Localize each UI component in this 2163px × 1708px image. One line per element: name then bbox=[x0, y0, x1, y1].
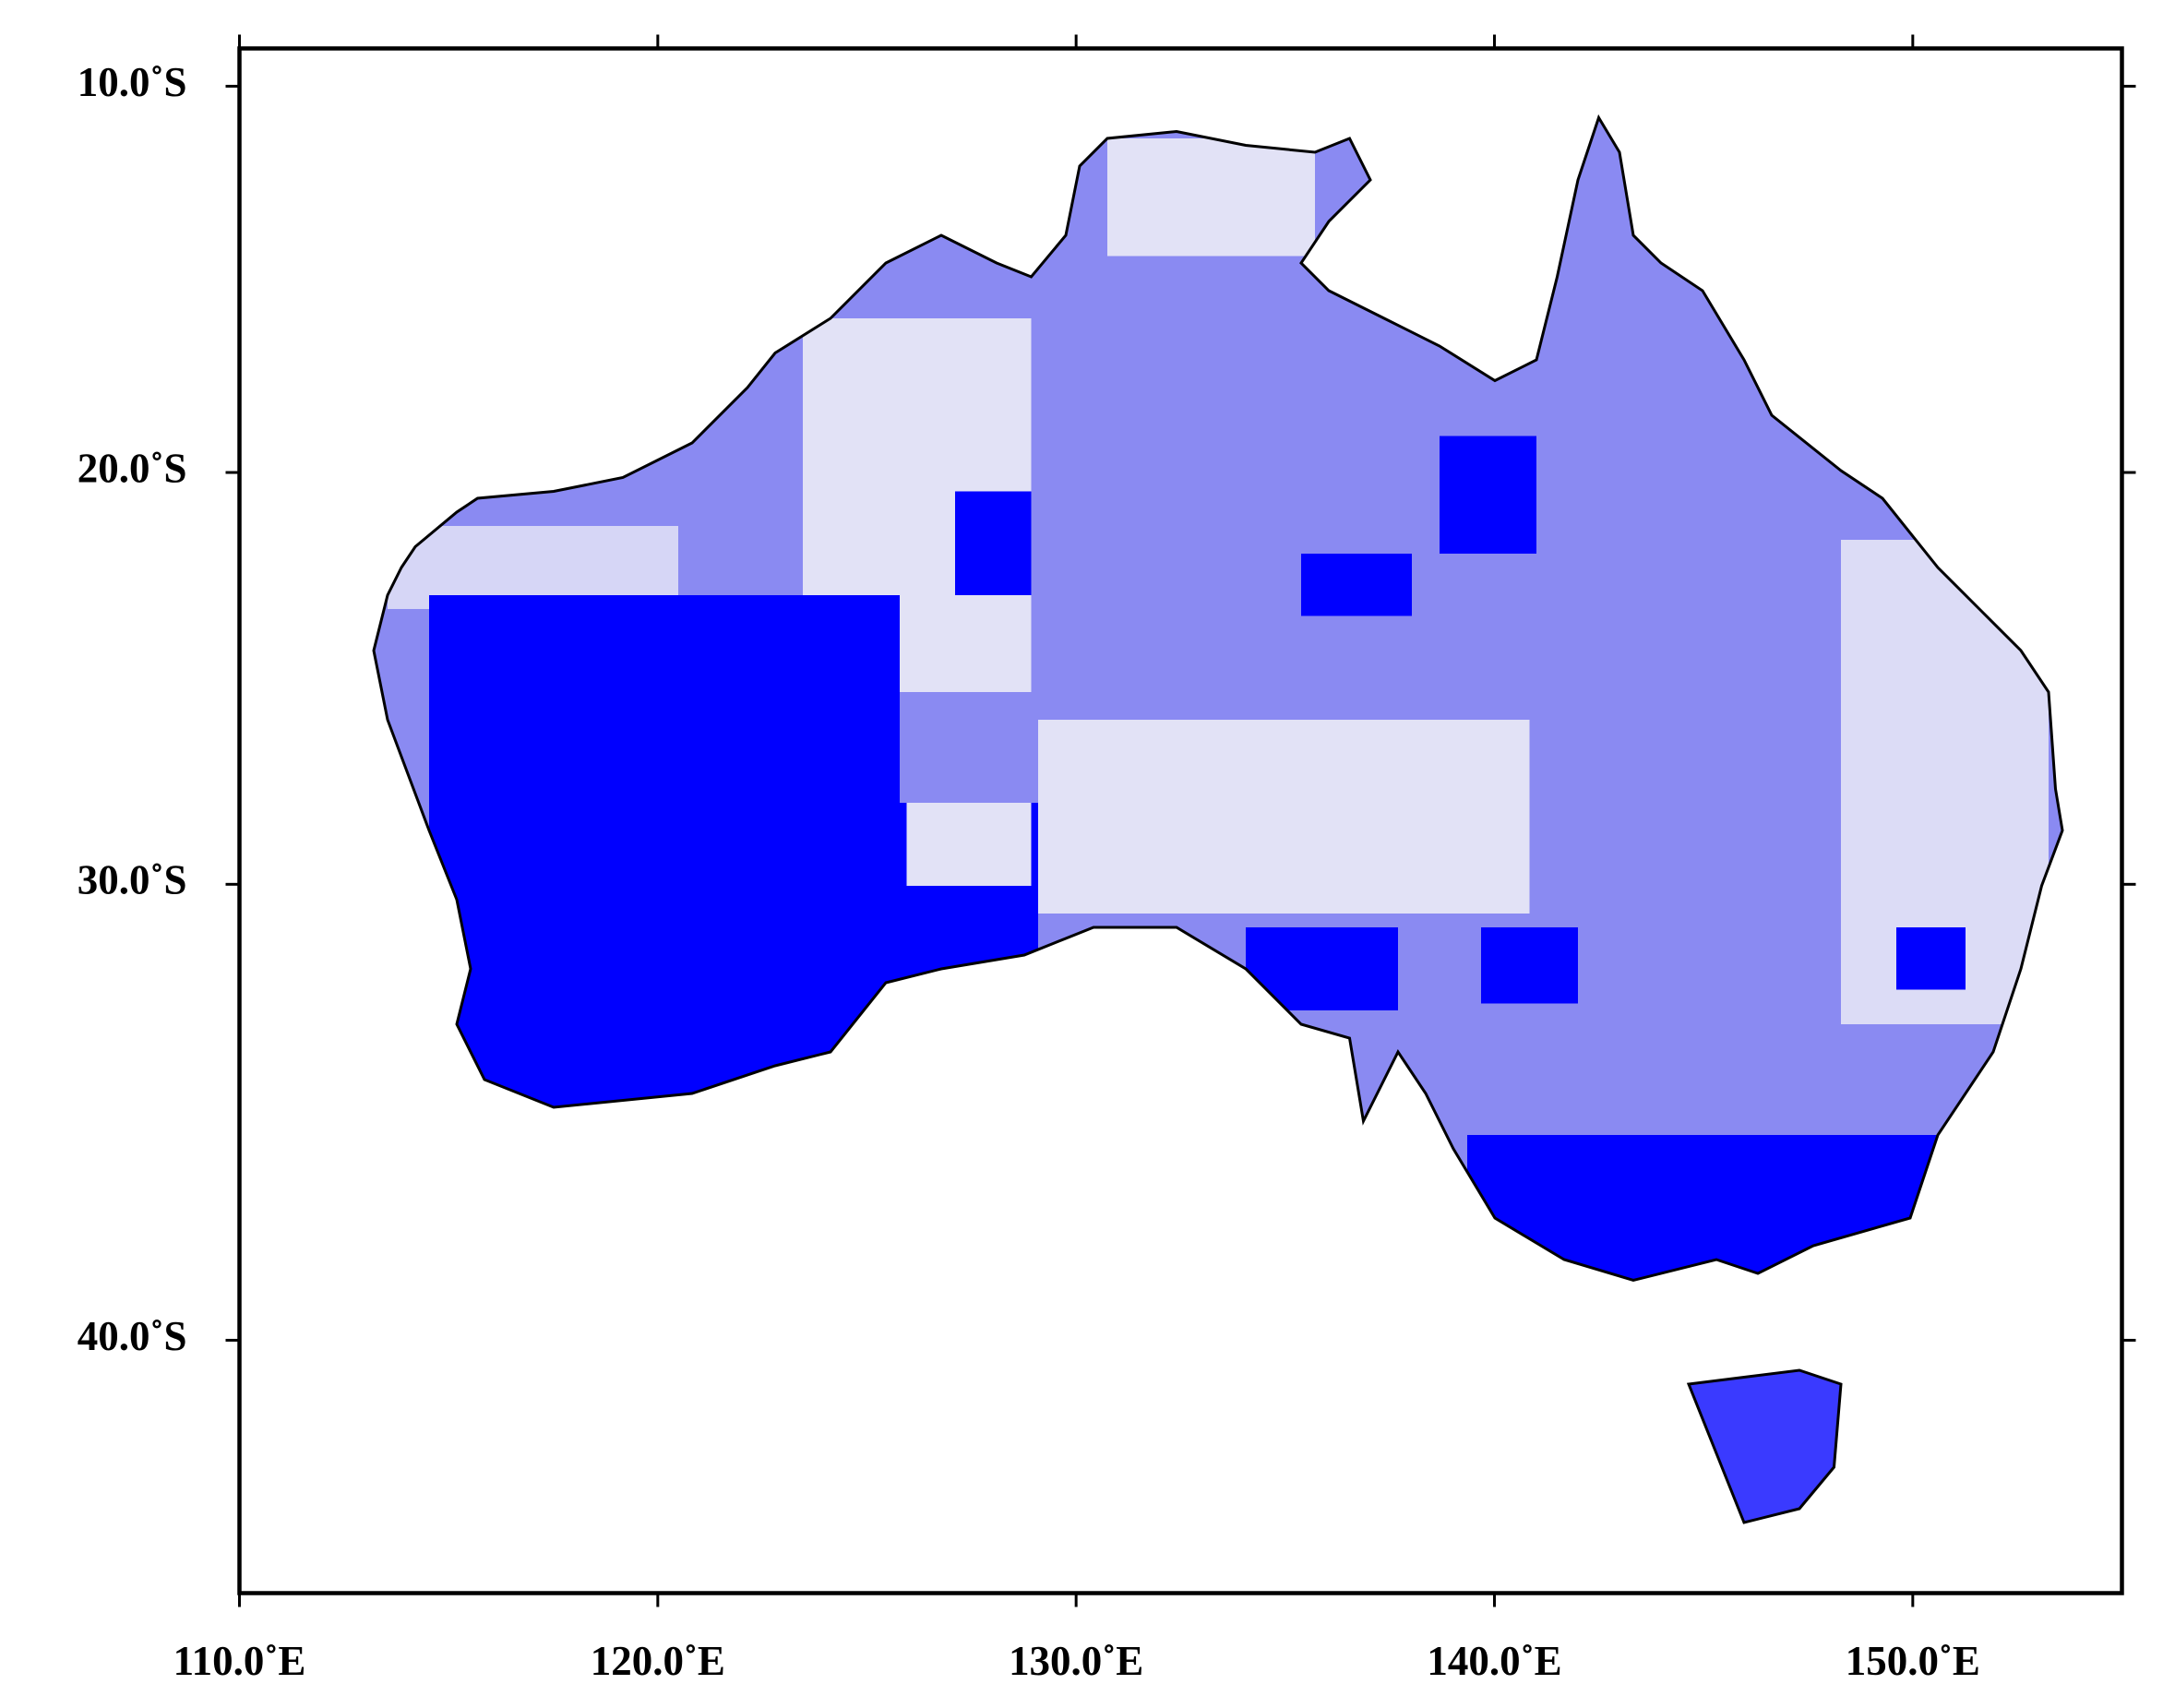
dense-area bbox=[1300, 554, 1412, 616]
sparse-area bbox=[1037, 720, 1530, 914]
x-tick-label: 120.0˚E bbox=[591, 1638, 725, 1684]
y-tick-label: 20.0˚S bbox=[78, 445, 187, 491]
dense-area bbox=[1480, 926, 1578, 1004]
dense-area bbox=[1466, 1134, 2049, 1287]
dense-area bbox=[428, 595, 900, 1107]
y-tick-label: 30.0˚S bbox=[78, 857, 187, 903]
x-tick-label: 110.0˚E bbox=[173, 1638, 306, 1684]
y-tick-label: 40.0˚S bbox=[78, 1313, 187, 1359]
dense-area bbox=[1681, 1369, 1848, 1523]
dense-area bbox=[1895, 926, 1966, 990]
dense-area bbox=[954, 491, 1032, 596]
x-tick-label: 130.0˚E bbox=[1009, 1638, 1143, 1684]
y-tick-label: 10.0˚S bbox=[78, 59, 187, 105]
sparse-area bbox=[1106, 138, 1315, 257]
x-tick-label: 150.0˚E bbox=[1846, 1638, 1980, 1684]
sparse-area bbox=[906, 803, 1032, 886]
dense-area bbox=[1245, 926, 1398, 1010]
x-tick-label: 140.0˚E bbox=[1427, 1638, 1561, 1684]
dense-area bbox=[1439, 436, 1536, 555]
frame bbox=[237, 46, 2124, 1595]
